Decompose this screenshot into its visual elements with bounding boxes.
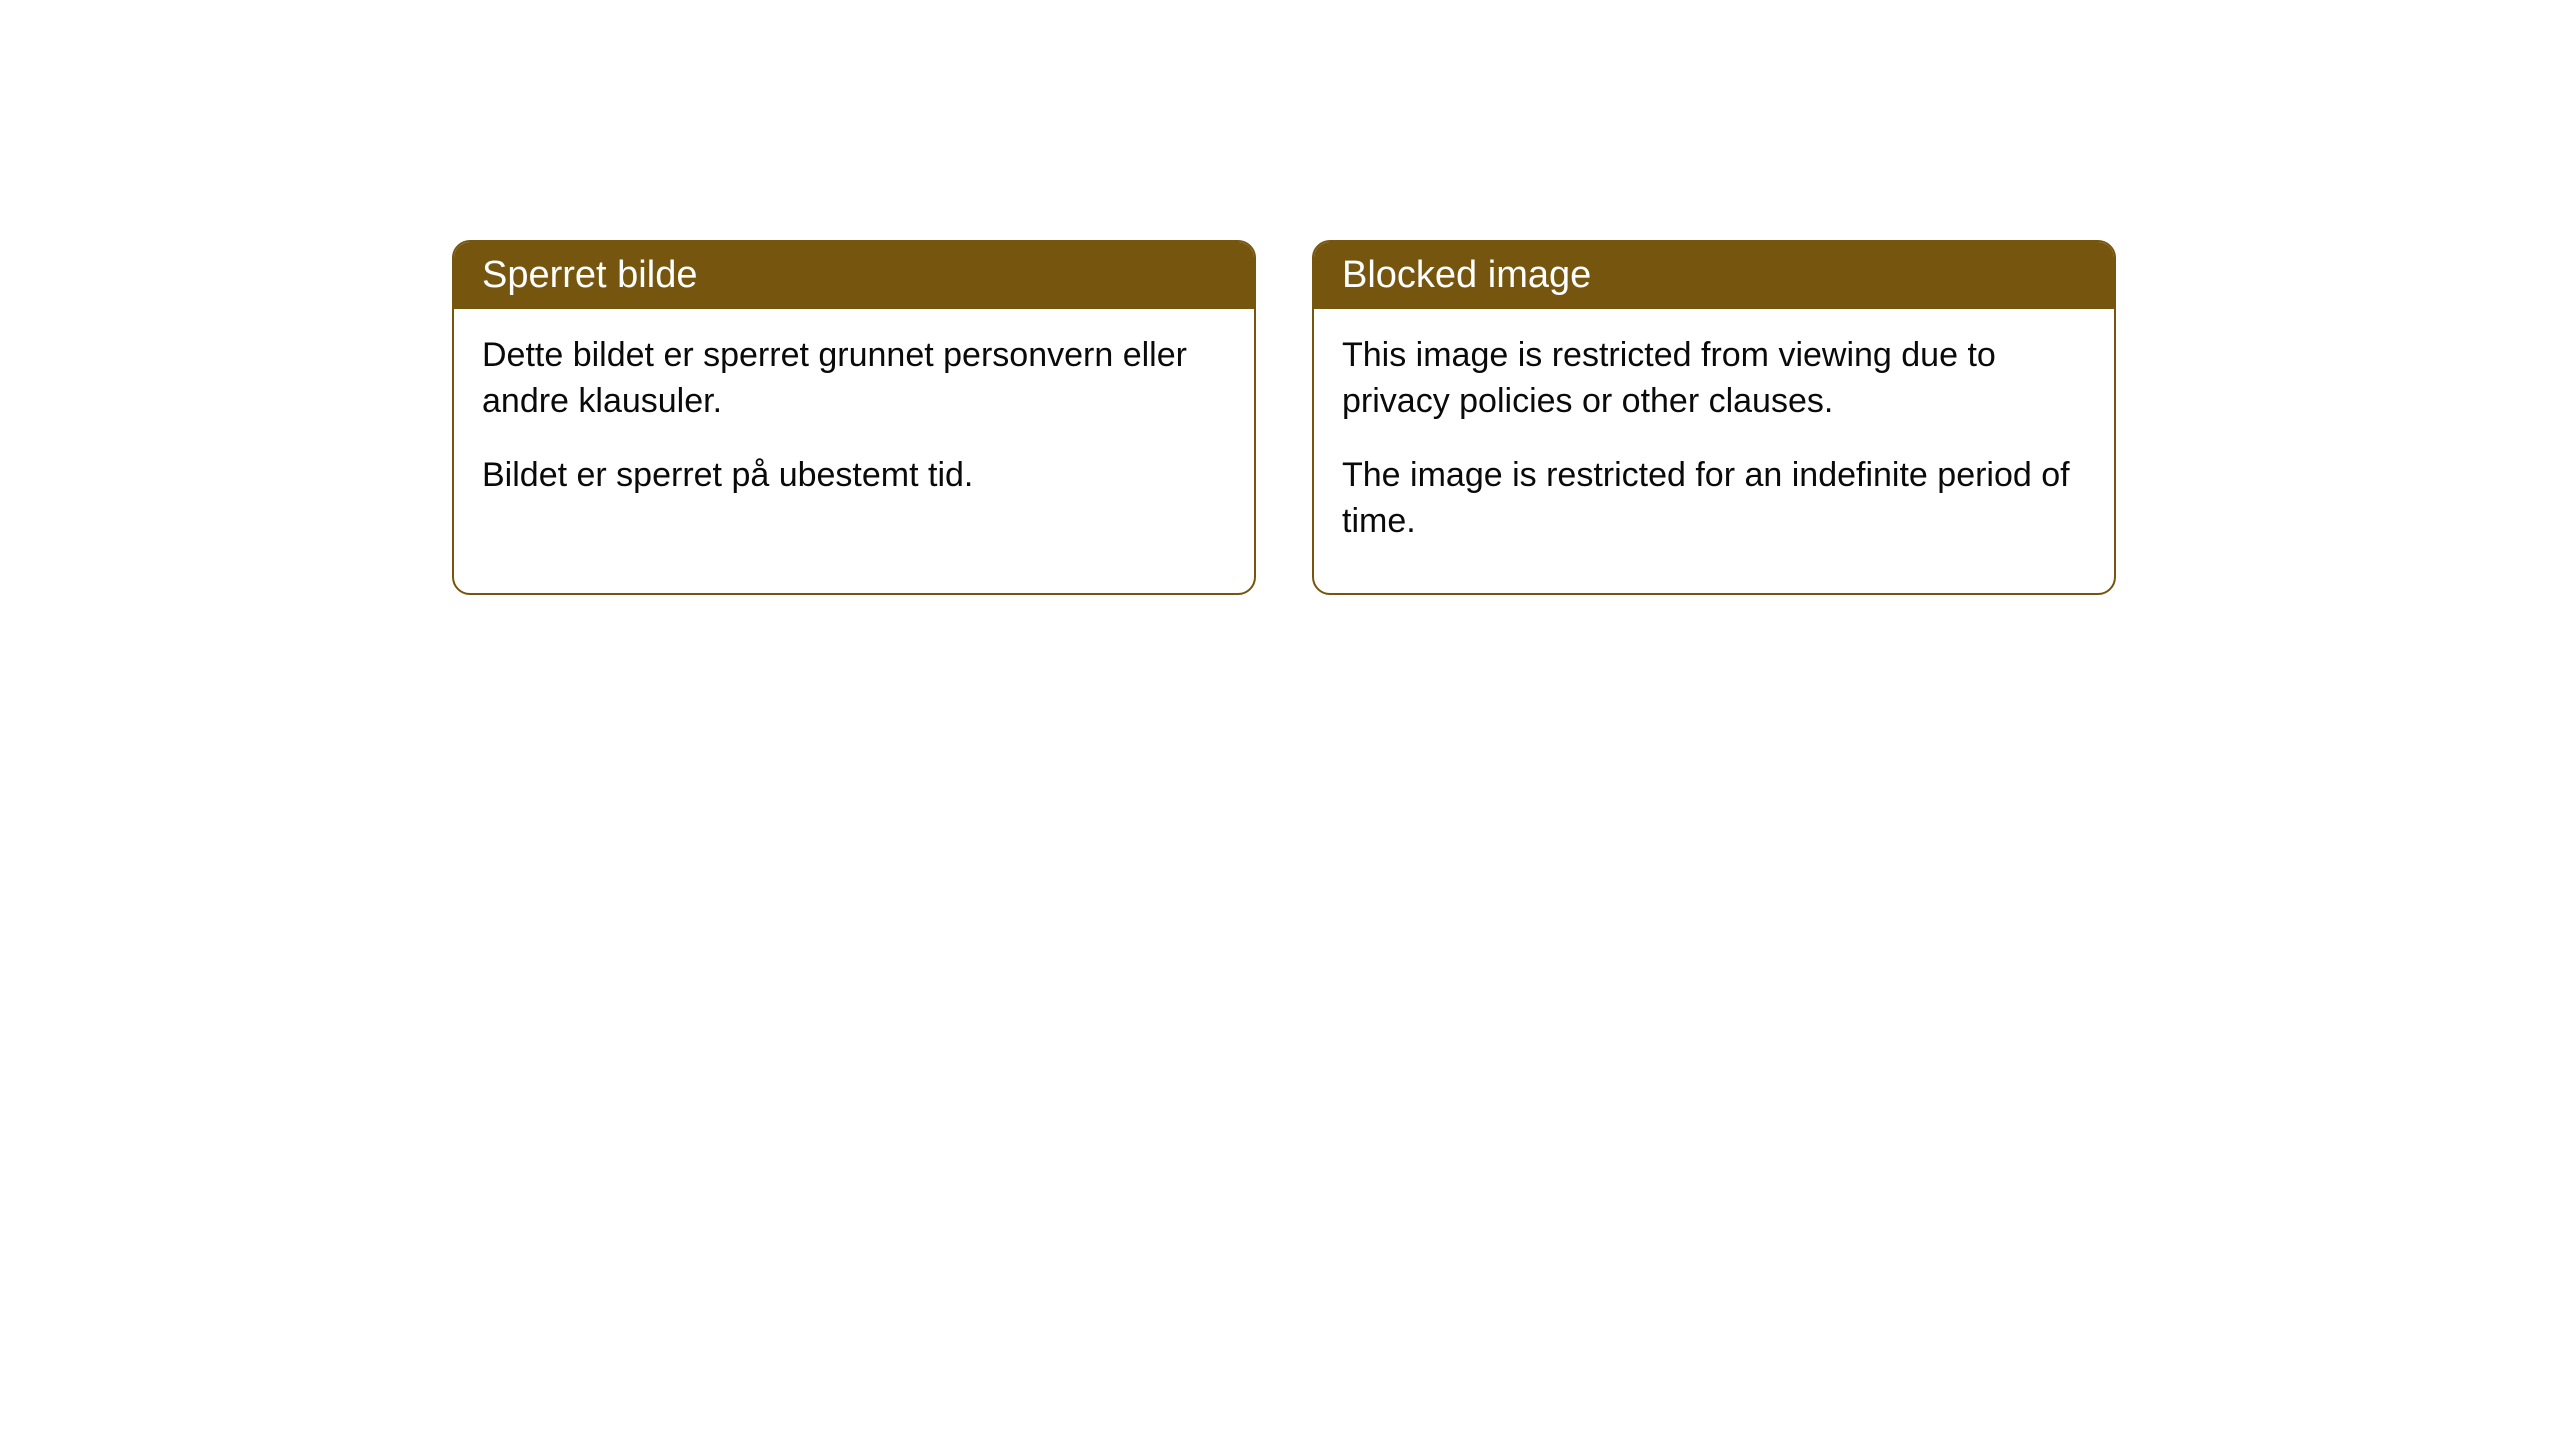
card-header: Blocked image: [1314, 242, 2114, 309]
card-header: Sperret bilde: [454, 242, 1254, 309]
card-body: Dette bildet er sperret grunnet personve…: [454, 309, 1254, 547]
notice-card-norwegian: Sperret bilde Dette bildet er sperret gr…: [452, 240, 1256, 595]
card-paragraph: Bildet er sperret på ubestemt tid.: [482, 453, 1226, 499]
card-paragraph: This image is restricted from viewing du…: [1342, 333, 2086, 425]
card-body: This image is restricted from viewing du…: [1314, 309, 2114, 593]
notice-cards-container: Sperret bilde Dette bildet er sperret gr…: [452, 240, 2560, 595]
card-paragraph: Dette bildet er sperret grunnet personve…: [482, 333, 1226, 425]
card-paragraph: The image is restricted for an indefinit…: [1342, 453, 2086, 545]
notice-card-english: Blocked image This image is restricted f…: [1312, 240, 2116, 595]
